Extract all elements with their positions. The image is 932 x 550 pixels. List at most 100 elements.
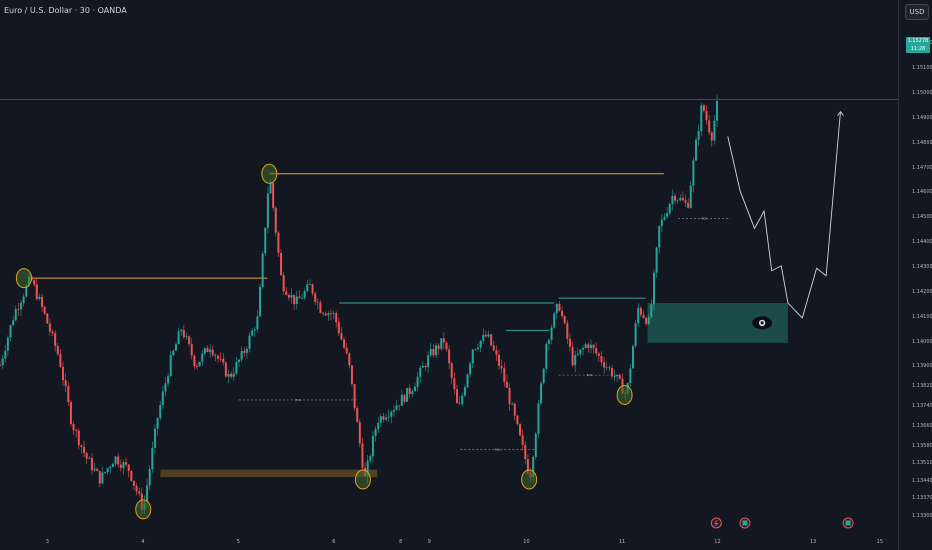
candle-body bbox=[169, 355, 172, 377]
chart-area[interactable] bbox=[0, 0, 898, 550]
price-tick-label: 1.14900 bbox=[912, 114, 932, 121]
candle-body bbox=[125, 462, 128, 465]
candle-body bbox=[114, 456, 117, 464]
candle-body bbox=[466, 374, 469, 388]
candle-body bbox=[353, 383, 356, 409]
candle-body bbox=[75, 430, 78, 431]
price-tick-label: 1.14100 bbox=[912, 313, 932, 320]
candle-body bbox=[647, 316, 650, 324]
price-tick-label: 1.13510 bbox=[912, 460, 932, 467]
candle-body bbox=[558, 303, 561, 311]
candle-body bbox=[634, 323, 637, 347]
candle-body bbox=[345, 347, 348, 354]
candle-body bbox=[119, 464, 122, 469]
price-tick-label: 1.13740 bbox=[912, 403, 932, 410]
candle-body bbox=[151, 447, 154, 469]
price-axis[interactable] bbox=[898, 0, 932, 550]
candle-body bbox=[356, 408, 359, 423]
candle-body bbox=[104, 472, 107, 473]
candle-body bbox=[248, 335, 251, 349]
candle-body bbox=[390, 411, 393, 417]
candle-body bbox=[62, 366, 65, 381]
candlestick-chart[interactable]: EQL EQL EQL EQL bbox=[0, 0, 898, 550]
last-price-value: 1.15278 bbox=[907, 38, 929, 44]
time-tick-label: 9 bbox=[427, 539, 431, 545]
candle-body bbox=[69, 402, 72, 424]
candle-body bbox=[366, 460, 369, 477]
candle-body bbox=[135, 485, 138, 492]
candle-body bbox=[211, 349, 214, 356]
candle-body bbox=[54, 333, 57, 346]
candle-body bbox=[156, 418, 159, 429]
candle-body bbox=[287, 295, 290, 298]
projection-arrowhead bbox=[837, 110, 844, 116]
candle-body bbox=[72, 423, 75, 431]
price-tick-label: 1.13440 bbox=[912, 477, 932, 484]
candle-body bbox=[256, 316, 259, 330]
candle-body bbox=[571, 346, 574, 366]
candle-body bbox=[96, 468, 99, 471]
candle-body bbox=[122, 462, 125, 469]
candle-body bbox=[526, 459, 529, 474]
flag-glyph bbox=[845, 520, 851, 526]
candle-body bbox=[153, 428, 156, 448]
candle-body bbox=[259, 286, 262, 317]
candle-body bbox=[508, 387, 511, 405]
candle-body bbox=[553, 313, 556, 328]
candle-body bbox=[587, 344, 590, 348]
candle-body bbox=[12, 320, 15, 326]
candle-body bbox=[35, 284, 38, 300]
candle-body bbox=[545, 343, 548, 369]
candle-body bbox=[716, 101, 719, 121]
candle-body bbox=[671, 195, 674, 205]
candle-body bbox=[371, 435, 374, 457]
candle-body bbox=[377, 422, 380, 429]
candle-body bbox=[458, 403, 461, 404]
price-tick-label: 1.14500 bbox=[912, 214, 932, 221]
candle-body bbox=[416, 376, 419, 387]
candle-body bbox=[232, 373, 235, 377]
eye-center bbox=[760, 321, 764, 325]
candle-body bbox=[471, 349, 474, 364]
candle-body bbox=[327, 313, 330, 316]
candle-body bbox=[645, 317, 648, 324]
last-price-badge: 1.15278 11:28 bbox=[906, 37, 930, 53]
candle-body bbox=[280, 252, 283, 276]
candle-body bbox=[702, 105, 705, 112]
candle-body bbox=[519, 424, 522, 436]
candle-body bbox=[148, 468, 151, 486]
candle-body bbox=[350, 365, 353, 384]
candle-body bbox=[0, 365, 1, 366]
candle-body bbox=[198, 361, 201, 367]
currency-button[interactable]: USD bbox=[905, 4, 929, 20]
swing-point-marker bbox=[616, 385, 633, 406]
candle-body bbox=[67, 386, 70, 403]
candle-body bbox=[164, 383, 167, 392]
candle-body bbox=[306, 284, 309, 292]
candle-body bbox=[295, 296, 298, 305]
candle-body bbox=[46, 313, 49, 324]
candle-body bbox=[348, 353, 351, 366]
time-tick-label: 6 bbox=[332, 539, 336, 545]
candle-body bbox=[88, 457, 91, 459]
candle-body bbox=[684, 200, 687, 203]
candle-body bbox=[38, 296, 41, 300]
candle-body bbox=[106, 468, 109, 473]
candle-body bbox=[574, 354, 577, 366]
candle-body bbox=[692, 160, 695, 186]
candle-body bbox=[311, 284, 314, 294]
candle-body bbox=[161, 391, 164, 406]
candle-body bbox=[413, 386, 416, 392]
candle-body bbox=[222, 358, 225, 363]
candle-body bbox=[332, 313, 335, 315]
candle-body bbox=[542, 368, 545, 384]
candle-body bbox=[274, 207, 277, 233]
candle-body bbox=[109, 466, 112, 469]
candle-body bbox=[687, 202, 690, 208]
equal-lows-label: EQL bbox=[495, 448, 501, 452]
candle-body bbox=[597, 353, 600, 356]
candle-body bbox=[358, 422, 361, 444]
candle-body bbox=[676, 200, 679, 201]
price-tick-label: 1.13370 bbox=[912, 495, 932, 502]
price-tick-label: 1.13900 bbox=[912, 363, 932, 370]
